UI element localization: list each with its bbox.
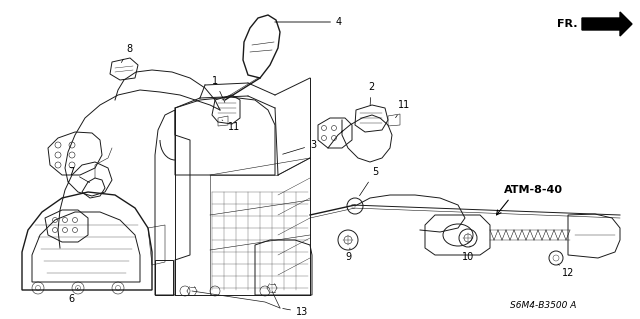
Text: 7: 7	[68, 167, 90, 182]
Polygon shape	[582, 12, 632, 36]
Text: 1: 1	[212, 76, 225, 102]
Text: 2: 2	[368, 82, 374, 105]
Text: FR.: FR.	[557, 19, 578, 29]
Text: S6M4-B3500 A: S6M4-B3500 A	[510, 301, 577, 310]
Text: 3: 3	[283, 140, 316, 154]
Text: 11: 11	[396, 100, 410, 118]
Text: 6: 6	[68, 288, 78, 304]
Text: 4: 4	[275, 17, 342, 27]
Text: 11: 11	[222, 120, 240, 132]
Text: 12: 12	[558, 264, 574, 278]
Text: ATM-8-40: ATM-8-40	[504, 185, 563, 195]
Text: 5: 5	[360, 167, 378, 196]
Text: 13: 13	[283, 307, 308, 317]
Text: 9: 9	[345, 248, 351, 262]
Text: 8: 8	[122, 44, 132, 63]
Text: 10: 10	[462, 246, 474, 262]
